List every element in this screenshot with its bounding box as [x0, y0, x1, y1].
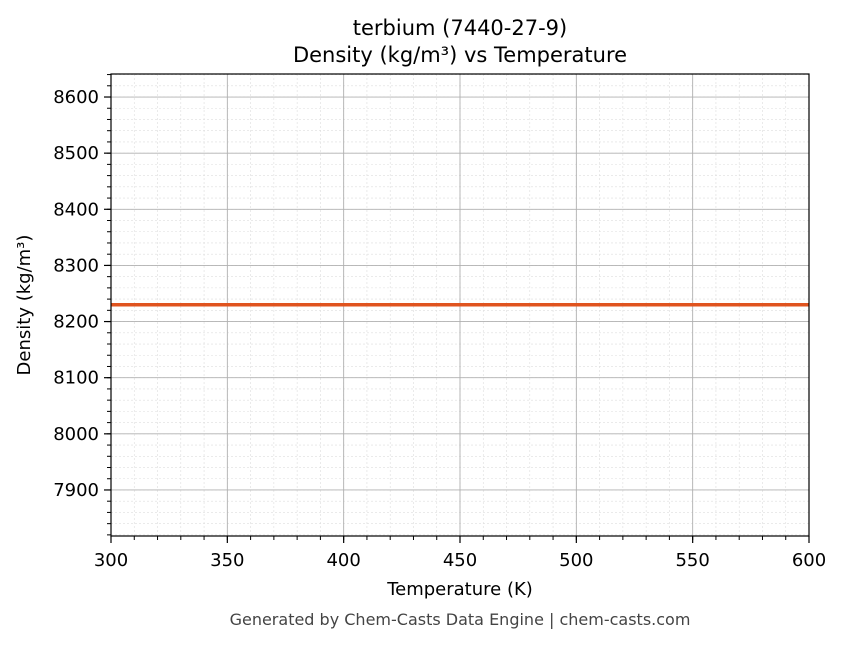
footer-credit: Generated by Chem-Casts Data Engine | ch… — [230, 610, 691, 629]
x-axis-label: Temperature (K) — [386, 579, 533, 600]
x-tick-label: 300 — [94, 550, 128, 571]
chart-title: terbium (7440-27-9) — [353, 16, 567, 40]
y-tick-label: 8100 — [53, 368, 99, 389]
y-tick-label: 8200 — [53, 312, 99, 333]
x-tick-label: 500 — [559, 550, 593, 571]
x-tick-label: 400 — [326, 550, 360, 571]
y-tick-label: 8000 — [53, 424, 99, 445]
chart-subtitle: Density (kg/m³) vs Temperature — [293, 43, 627, 67]
ticks: 300 350 400 450 500 550 600 7900 8000 8100 8200 830… — [53, 74, 826, 571]
y-tick-label: 8400 — [53, 199, 99, 220]
y-tick-label: 8500 — [53, 143, 99, 164]
x-tick-label: 450 — [443, 550, 477, 571]
y-tick-label: 8300 — [53, 255, 99, 276]
y-axis-label: Density (kg/m³) — [14, 235, 35, 376]
x-tick-label: 600 — [792, 550, 826, 571]
x-tick-label: 350 — [210, 550, 244, 571]
y-tick-label: 7900 — [53, 480, 99, 501]
x-tick-label: 550 — [675, 550, 709, 571]
y-tick-label: 8600 — [53, 87, 99, 108]
